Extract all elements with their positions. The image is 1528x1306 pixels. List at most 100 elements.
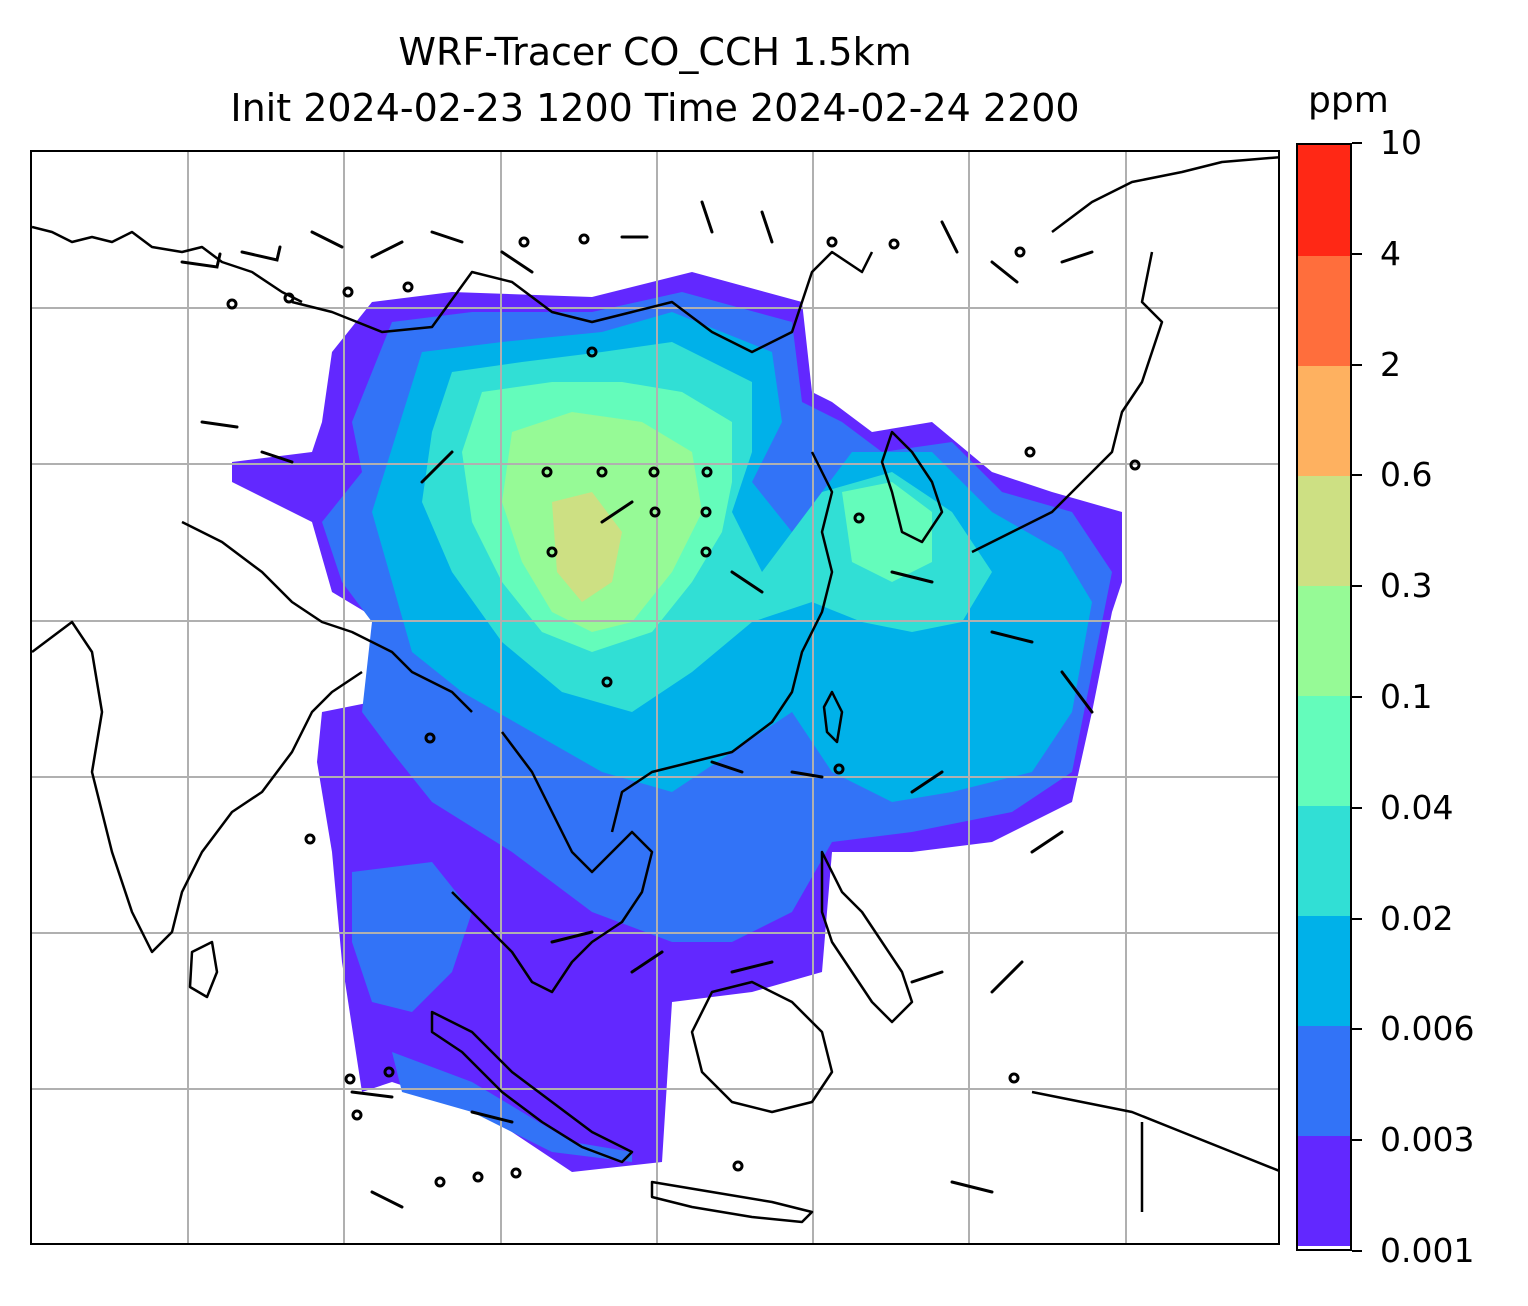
wind-barb: [630, 950, 664, 974]
coastline-sumatra: [430, 1010, 634, 1164]
calm-marker: [546, 546, 558, 558]
colorbar-segment: [1298, 255, 1350, 366]
colorbar-segment: [1298, 695, 1350, 806]
wind-barb: [500, 250, 534, 274]
colorbar-segment: [1298, 915, 1350, 1026]
colorbar-tick: [1352, 1250, 1362, 1252]
calm-marker: [648, 466, 660, 478]
colorbar-tick-label: 0.3: [1380, 566, 1433, 606]
colorbar-tick-label: 0.006: [1380, 1009, 1475, 1049]
colorbar-tick-label: 10: [1380, 123, 1422, 162]
wind-barbs: [180, 200, 1094, 1209]
map-canvas: [32, 152, 1278, 1243]
calm-marker: [383, 1066, 395, 1078]
wind-barb: [470, 1110, 514, 1124]
calm-marker: [700, 546, 712, 558]
colorbar-segment: [1298, 1135, 1350, 1246]
colorbar-tick: [1352, 917, 1362, 920]
calm-marker: [1014, 246, 1026, 258]
calm-marker: [424, 732, 436, 744]
colorbar-segment: [1298, 145, 1350, 256]
calm-marker: [518, 236, 530, 248]
map-panel: [30, 150, 1280, 1245]
coastline-srilanka: [188, 940, 219, 999]
coastline-india: [32, 620, 363, 954]
coastline-taiwan: [822, 690, 844, 744]
coastline-east-china: [610, 451, 834, 833]
tracer-field: [232, 272, 1122, 1172]
wind-barb: [730, 570, 764, 594]
wind-barb: [710, 760, 744, 774]
colorbar-tick: [1352, 142, 1362, 144]
colorbar-tick-label: 0.02: [1380, 898, 1454, 938]
calm-marker: [351, 1109, 363, 1121]
coastline-japan: [971, 251, 1164, 554]
colorbar-tick-label: 4: [1380, 233, 1401, 273]
coastline-indochina: [451, 731, 654, 994]
calm-marker: [541, 466, 553, 478]
calm-marker: [732, 1160, 744, 1172]
colorbar-tick-label: 0.001: [1380, 1231, 1475, 1270]
calm-markers: [226, 233, 1141, 1188]
wind-barb: [760, 210, 774, 244]
colorbar-tick: [1352, 1139, 1362, 1142]
colorbar-tick-label: 0.1: [1380, 677, 1433, 716]
wind-barb: [260, 450, 294, 464]
calm-marker: [701, 466, 713, 478]
wind-barb: [1030, 830, 1064, 854]
wind-barb: [890, 570, 934, 584]
calm-marker: [434, 1176, 446, 1188]
wind-barb: [420, 450, 454, 484]
colorbar-tick: [1352, 585, 1362, 588]
colorbar-tick: [1352, 252, 1362, 255]
coastlines: [32, 156, 1278, 1224]
wind-barb: [370, 240, 404, 259]
wind-barb: [600, 500, 634, 524]
colorbar-segment: [1298, 805, 1350, 916]
wind-barb: [1060, 670, 1094, 714]
wind-barb: [310, 230, 344, 249]
calm-marker: [226, 298, 238, 310]
calm-marker: [304, 833, 316, 845]
calm-marker: [578, 233, 590, 245]
wind-barb: [180, 252, 222, 269]
colorbar-tick: [1352, 474, 1362, 477]
colorbar-tick-label: 0.003: [1380, 1120, 1475, 1160]
colorbar-tick-label: 2: [1380, 344, 1401, 384]
wind-barb: [910, 970, 944, 984]
wind-barb: [990, 260, 1019, 284]
wind-barb: [370, 1190, 404, 1209]
wind-barb: [240, 245, 282, 262]
colorbar-unit-label: ppm: [1308, 80, 1389, 121]
colorbar-segment: [1298, 585, 1350, 696]
wind-barb: [790, 770, 824, 779]
wind-barb: [550, 930, 594, 944]
colorbar-segment: [1298, 1025, 1350, 1136]
wind-barb: [990, 630, 1034, 644]
colorbar-tick-label: 0.04: [1380, 787, 1454, 827]
calm-marker: [833, 763, 845, 775]
calm-marker: [1024, 446, 1036, 458]
wind-barb: [950, 1180, 994, 1194]
colorbar-tick: [1352, 363, 1362, 366]
coastline-new-guinea: [1031, 1090, 1278, 1212]
calm-marker: [596, 466, 608, 478]
coastline-java: [650, 1180, 814, 1224]
wind-barb: [910, 770, 944, 794]
wind-barb: [700, 200, 714, 234]
coastline-borneo: [690, 980, 834, 1114]
wind-barb: [200, 420, 239, 429]
wind-barb: [1060, 250, 1094, 264]
wind-barb: [990, 960, 1024, 994]
calm-marker: [1129, 459, 1141, 471]
calm-marker: [344, 1073, 356, 1085]
calm-marker: [283, 292, 295, 304]
calm-marker: [700, 506, 712, 518]
calm-marker: [649, 506, 661, 518]
colorbar-tick: [1352, 696, 1362, 698]
colorbar-tick: [1352, 1028, 1362, 1031]
colorbar: [1296, 143, 1352, 1251]
border-north-china: [291, 250, 874, 354]
calm-marker: [342, 286, 354, 298]
gridlines: [32, 152, 1278, 1243]
